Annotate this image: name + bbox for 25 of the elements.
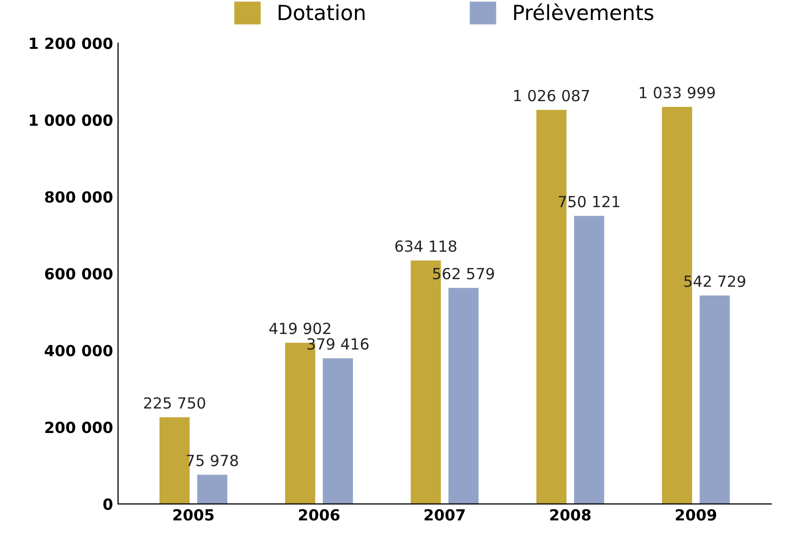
- bar: [322, 358, 353, 504]
- x-tick-label: 2006: [298, 509, 340, 521]
- bar: [574, 216, 604, 504]
- legend-label: Dotation: [278, 4, 365, 20]
- x-tick-label: 2009: [676, 509, 716, 521]
- data-label: 225 750: [144, 397, 206, 409]
- data-label: 634 118: [395, 240, 456, 252]
- data-label: 1 026 087: [514, 90, 589, 102]
- x-tick-label: 2005: [173, 509, 214, 521]
- y-tick-label: 1 200 000: [30, 38, 112, 50]
- x-tick-label: 2008: [550, 509, 591, 521]
- y-tick-label: 800 000: [45, 191, 112, 203]
- legend-label: Prélèvements: [514, 3, 654, 20]
- bar: [700, 296, 730, 504]
- data-label: 379 416: [307, 338, 369, 350]
- y-tick-label: 600 000: [45, 268, 112, 280]
- bar: [197, 474, 228, 504]
- data-label: 1 033 999: [640, 86, 715, 98]
- data-label: 419 902: [269, 322, 330, 334]
- y-tick-label: 200 000: [45, 422, 112, 434]
- y-tick-label: 1 000 000: [30, 114, 112, 126]
- y-tick-label: 0: [103, 498, 112, 510]
- x-tick-label: 2007: [424, 509, 465, 521]
- y-tick-label: 400 000: [44, 344, 112, 356]
- bar: [448, 288, 479, 504]
